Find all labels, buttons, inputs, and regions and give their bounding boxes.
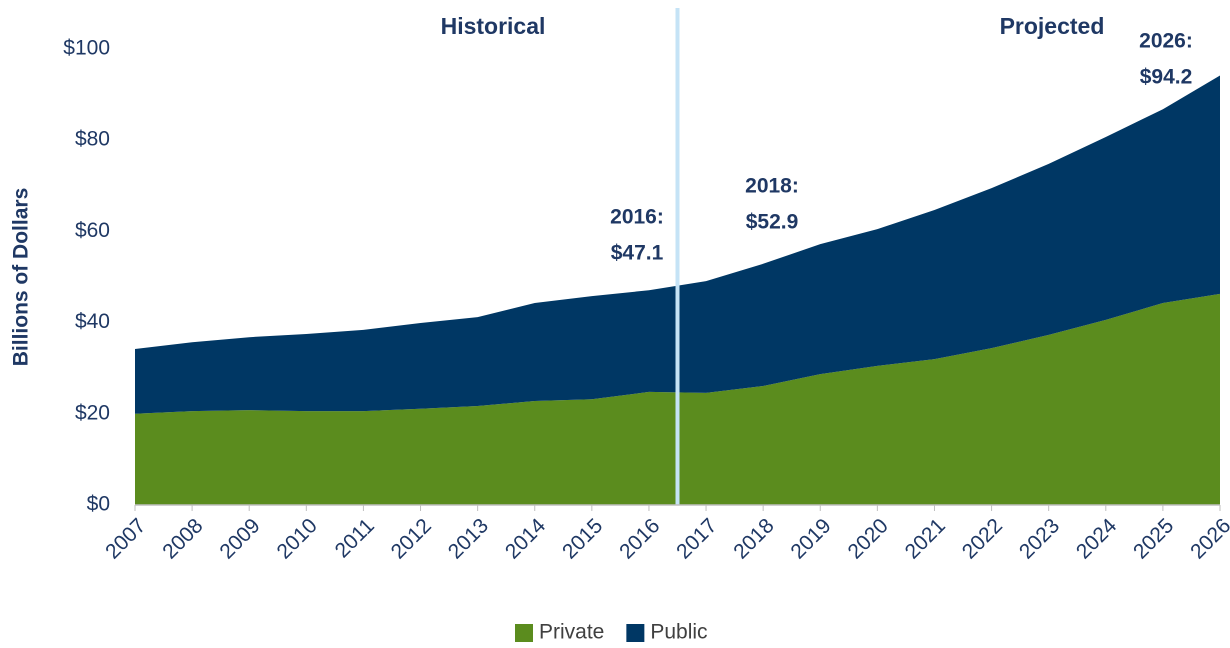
x-tick-label: 2020 bbox=[844, 514, 893, 563]
annotation-total: $52.9 bbox=[746, 211, 799, 234]
x-tick-label: 2016 bbox=[615, 514, 664, 563]
y-tick-label: $20 bbox=[75, 401, 110, 424]
x-tick-label: 2012 bbox=[387, 514, 436, 563]
annotation-year: 2018: bbox=[745, 175, 799, 198]
area bbox=[135, 75, 1220, 414]
x-tick-label: 2008 bbox=[158, 514, 207, 563]
y-tick-label: $60 bbox=[75, 219, 110, 242]
x-tick-label: 2018 bbox=[729, 514, 778, 563]
legend-label: Public bbox=[650, 621, 707, 644]
x-tick-label: 2009 bbox=[215, 514, 264, 563]
y-tick-label: $100 bbox=[63, 37, 110, 60]
x-tick-label: 2025 bbox=[1129, 514, 1178, 563]
annotation-total: $94.2 bbox=[1140, 66, 1193, 89]
x-tick-label: 2026 bbox=[1186, 514, 1230, 563]
x-tick-label: 2017 bbox=[672, 514, 721, 563]
x-tick-label: 2010 bbox=[272, 514, 321, 563]
x-tick-label: 2019 bbox=[786, 514, 835, 563]
annotation-year: 2026: bbox=[1139, 30, 1193, 53]
y-axis-label: Billions of Dollars bbox=[10, 188, 33, 367]
y-tick-label: $80 bbox=[75, 128, 110, 151]
x-tick-label: 2023 bbox=[1015, 514, 1064, 563]
legend-label: Private bbox=[539, 621, 604, 644]
section-label: Historical bbox=[441, 13, 546, 39]
y-tick-label: $0 bbox=[87, 493, 110, 516]
annotation-total: $47.1 bbox=[611, 242, 664, 265]
x-tick-label: 2011 bbox=[331, 514, 379, 562]
x-tick-label: 2024 bbox=[1072, 514, 1122, 564]
legend-swatch bbox=[626, 624, 645, 642]
x-tick-label: 2015 bbox=[558, 514, 607, 563]
x-tick-label: 2021 bbox=[901, 514, 950, 563]
x-tick-label: 2022 bbox=[958, 514, 1007, 563]
x-tick-label: 2013 bbox=[444, 514, 493, 563]
y-tick-label: $40 bbox=[75, 310, 110, 333]
annotation-year: 2016: bbox=[610, 206, 664, 229]
section-label: Projected bbox=[1000, 13, 1105, 39]
x-tick-label: 2007 bbox=[101, 514, 150, 563]
x-tick-label: 2014 bbox=[501, 514, 551, 564]
legend-swatch bbox=[515, 624, 533, 642]
